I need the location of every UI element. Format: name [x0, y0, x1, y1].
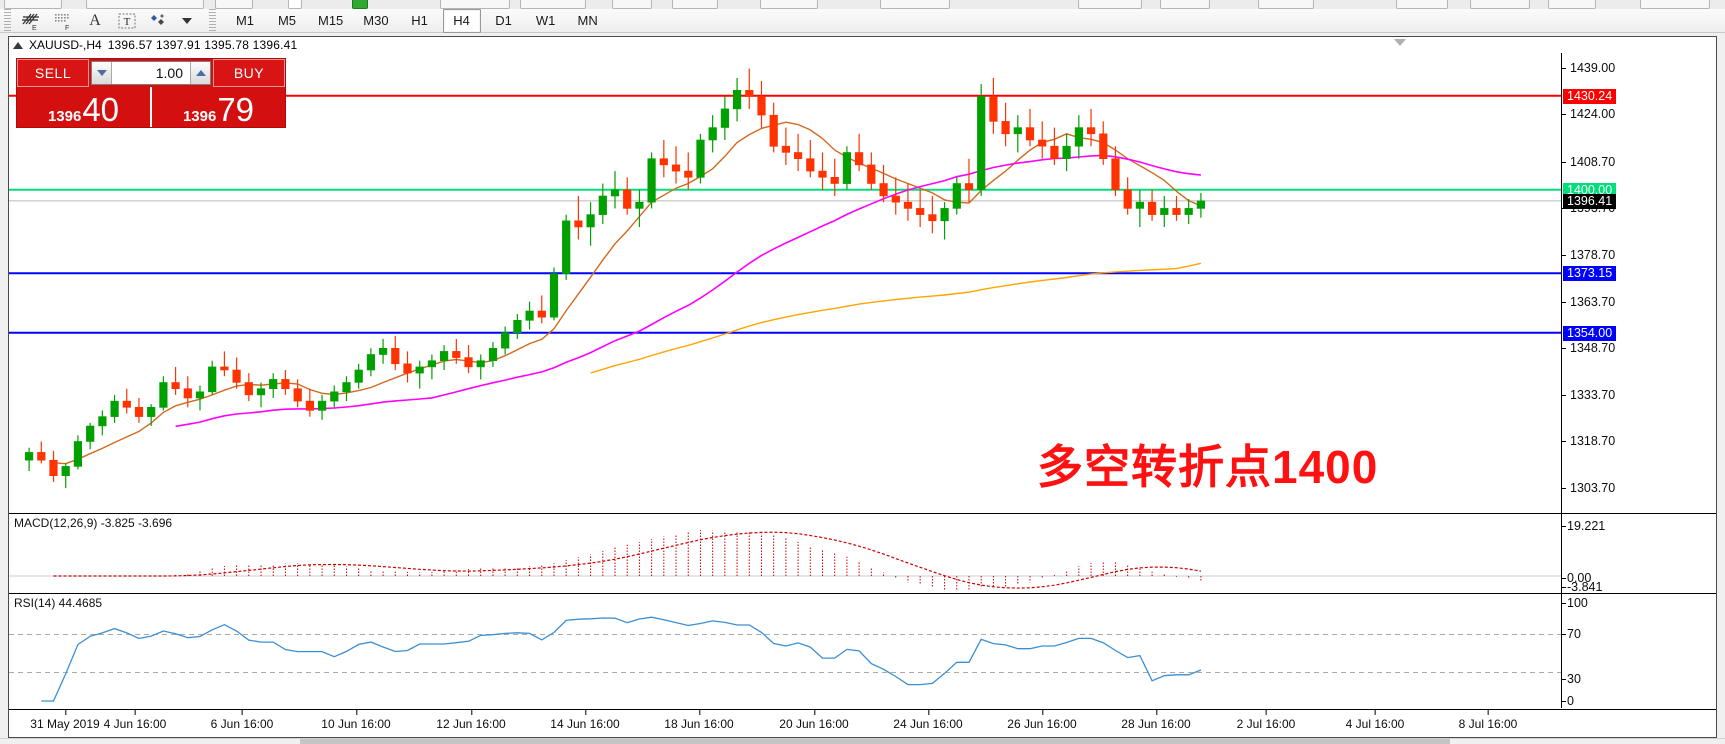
objects-dropdown-arrow-icon[interactable]: [176, 8, 198, 34]
rsi-canvas: [9, 616, 1561, 702]
timeframe-button-h1[interactable]: H1: [411, 13, 428, 28]
time-scale[interactable]: 31 May 2019 4 Jun 16:00 6 Jun 16:00 10 Jun …: [9, 709, 1716, 737]
ohlc-values: 1396.57 1397.91 1395.78 1396.41: [107, 38, 298, 52]
svg-text:T: T: [124, 16, 131, 28]
price-tick-7: 1333.70: [1562, 388, 1615, 402]
price-tick-1: 1424.00: [1562, 107, 1615, 121]
symbol-label: XAUUSD-,H4: [29, 38, 102, 52]
time-tick-2: 6 Jun 16:00: [210, 709, 274, 731]
svg-text:F: F: [65, 25, 69, 31]
time-tick-11: 2 Jul 16:00: [1236, 709, 1296, 731]
time-tick-7: 20 Jun 16:00: [779, 709, 849, 731]
time-tick-10: 28 Jun 16:00: [1121, 709, 1191, 731]
timeframe-toolbar-grip[interactable]: [209, 8, 216, 33]
time-tick-6: 18 Jun 16:00: [664, 709, 734, 731]
crosshair-icon[interactable]: F: [48, 8, 78, 34]
rsi-pane[interactable]: RSI(14) 44.4685: [9, 593, 1561, 710]
sell-button[interactable]: SELL: [17, 59, 89, 87]
volume-value[interactable]: 1.00: [155, 65, 183, 81]
time-tick-1: 4 Jun 16:00: [103, 709, 167, 731]
timeframe-button-h4[interactable]: H4: [442, 8, 481, 33]
price-tick-8: 1318.70: [1562, 434, 1615, 448]
time-tick-4: 12 Jun 16:00: [436, 709, 506, 731]
rsi-tick-0: 100: [1562, 596, 1588, 610]
macd-tick-2: -3.841: [1562, 580, 1602, 594]
price-tick-4: 1378.70: [1562, 248, 1615, 262]
chart-symbol-header: XAUUSD-,H4 1396.57 1397.91 1395.78 1396.…: [9, 37, 1716, 53]
chart-toolbar: E F A T: [0, 8, 1725, 34]
time-tick-13: 8 Jul 16:00: [1458, 709, 1518, 731]
toolbar-grip[interactable]: [4, 8, 11, 33]
expert-advisor-icon[interactable]: E: [16, 8, 46, 34]
objects-icon[interactable]: [144, 8, 174, 34]
one-click-trading-panel[interactable]: SELL 1.00 BUY 1396 40 1396 79: [16, 58, 286, 128]
volume-increase-icon[interactable]: [190, 62, 210, 84]
scrollbar-thumb[interactable]: [300, 739, 1450, 744]
time-tick-0: 31 May 2019: [30, 709, 100, 731]
price-tick-9: 1303.70: [1562, 481, 1615, 495]
timeframe-button-d1[interactable]: D1: [495, 13, 512, 28]
text-tool-icon[interactable]: A: [89, 11, 101, 29]
trade-panel-prices-row: 1396 40 1396 79: [17, 87, 285, 127]
timeframe-button-w1[interactable]: W1: [535, 13, 556, 28]
chart-window[interactable]: XAUUSD-,H4 1396.57 1397.91 1395.78 1396.…: [8, 36, 1717, 738]
buy-price-integer: 1396: [182, 108, 217, 125]
buy-price[interactable]: 1396 79: [150, 87, 285, 127]
price-tick-6: 1348.70: [1562, 341, 1615, 355]
time-tick-8: 24 Jun 16:00: [893, 709, 963, 731]
sell-price[interactable]: 1396 40: [17, 87, 150, 127]
volume-decrease-icon[interactable]: [92, 62, 112, 84]
buy-price-decimal: 79: [217, 91, 255, 128]
price-pane[interactable]: 多空转折点1400: [9, 53, 1561, 513]
timeframe-button-m30[interactable]: M30: [363, 13, 389, 28]
buy-button[interactable]: BUY: [213, 59, 285, 87]
last-price-tag[interactable]: 1396.41: [1563, 193, 1617, 209]
rsi-label: RSI(14) 44.4685: [14, 596, 106, 610]
timeframe-button-m5[interactable]: M5: [277, 13, 297, 28]
rsi-tick-2: 30: [1562, 672, 1581, 686]
chart-annotation-text: 多空转折点1400: [1037, 441, 1379, 493]
svg-text:E: E: [32, 25, 37, 31]
chart-arrow-up-icon: [13, 41, 23, 49]
trade-panel-top-row: SELL 1.00 BUY: [17, 59, 285, 87]
macd-label: MACD(12,26,9) -3.825 -3.696: [14, 516, 176, 530]
sell-price-integer: 1396: [47, 108, 82, 125]
resistance-level-tag[interactable]: 1430.24: [1563, 88, 1617, 104]
timeframe-button-m15[interactable]: M15: [318, 13, 344, 28]
text-label-icon[interactable]: T: [112, 8, 142, 34]
timeframe-button-m1[interactable]: M1: [235, 13, 255, 28]
price-tick-5: 1363.70: [1562, 295, 1615, 309]
support-level-tag-1[interactable]: 1373.15: [1563, 266, 1617, 282]
rsi-tick-3: 0: [1562, 694, 1574, 708]
macd-pane[interactable]: MACD(12,26,9) -3.825 -3.696: [9, 513, 1561, 593]
timeframe-button-mn[interactable]: MN: [577, 13, 598, 28]
price-scale[interactable]: 1439.001424.001408.701393.701378.701363.…: [1561, 53, 1716, 708]
macd-tick-1: 0.00: [1562, 571, 1591, 585]
support-level-tag-2[interactable]: 1354.00: [1563, 325, 1617, 341]
rsi-tick-1: 70: [1562, 627, 1581, 641]
time-tick-3: 10 Jun 16:00: [321, 709, 391, 731]
chart-collapse-arrow-icon[interactable]: [1394, 39, 1406, 46]
price-tick-2: 1408.70: [1562, 155, 1615, 169]
time-tick-5: 14 Jun 16:00: [550, 709, 620, 731]
macd-tick-0: 19.221: [1562, 519, 1605, 533]
price-tick-0: 1439.00: [1562, 61, 1615, 75]
sell-price-decimal: 40: [82, 91, 120, 128]
timeframe-group: M1 M5 M15 M30 H1 H4 D1 W1 MN: [224, 8, 609, 33]
time-tick-9: 26 Jun 16:00: [1007, 709, 1077, 731]
horizontal-scrollbar[interactable]: [0, 738, 1725, 744]
volume-stepper[interactable]: 1.00: [91, 61, 211, 85]
upper-toolbar-clipped: [0, 0, 1725, 9]
time-tick-12: 4 Jul 16:00: [1345, 709, 1405, 731]
macd-canvas: [9, 530, 1561, 591]
